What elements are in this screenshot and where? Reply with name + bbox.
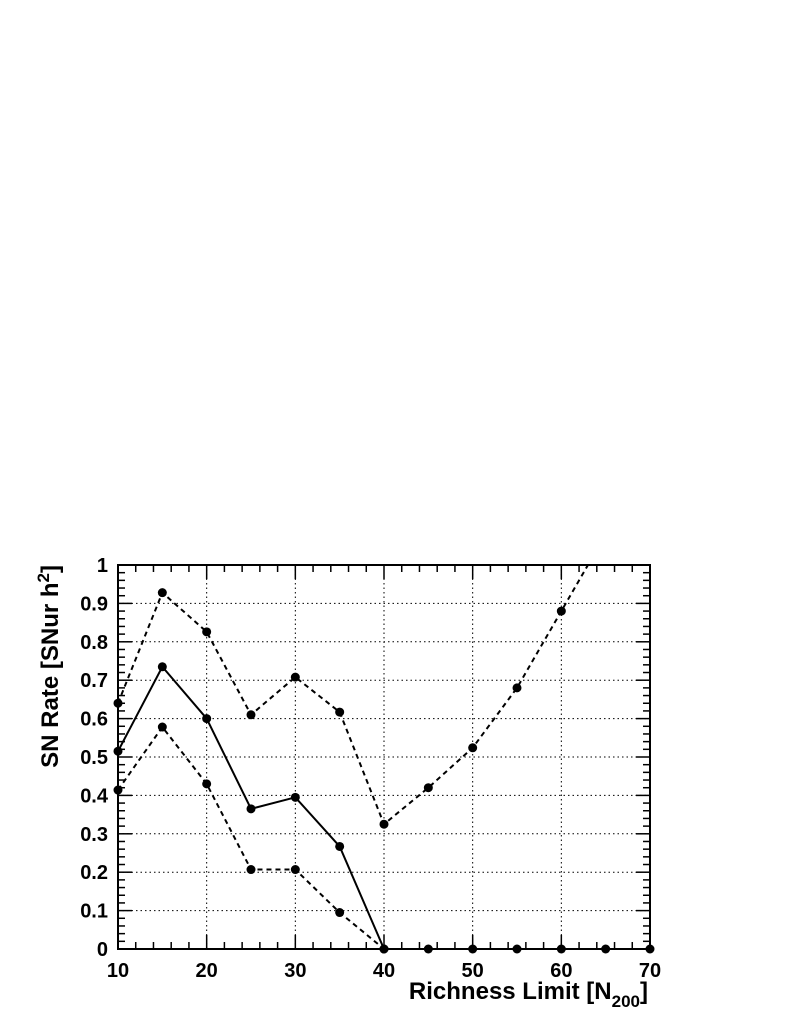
data-point [202,714,212,724]
y-tick-label: 0.4 [80,785,109,807]
data-point [290,865,300,875]
data-point [246,804,256,814]
data-point [512,683,522,693]
y-tick-label: 0.7 [80,670,108,692]
x-tick-label: 10 [107,960,129,982]
grid [118,565,650,949]
axis-ticks [117,564,651,950]
y-tick-label: 0.2 [80,862,108,884]
data-point [423,783,433,793]
series-line-3 [118,725,650,949]
x-tick-label: 50 [462,960,484,982]
data-point [335,841,345,851]
data-point [246,710,256,720]
y-axis-title: SN Rate [SNur h2] [34,565,64,768]
series-line-2 [118,565,589,826]
y-tick-label: 1 [97,555,108,577]
x-tick-label: 20 [196,960,218,982]
data-point [290,672,300,682]
data-point [157,722,167,732]
data-point [335,908,345,918]
x-tick-label: 30 [284,960,306,982]
y-tick-label: 0.9 [80,593,108,615]
data-point [157,662,167,672]
y-tick-label: 0.6 [80,709,108,731]
y-tick-label: 0.3 [80,824,108,846]
data-point [246,865,256,875]
data-point [556,606,566,616]
x-axis-title: Richness Limit [N200] [409,978,648,1011]
data-point [157,588,167,598]
data-point [202,627,212,637]
data-point [335,707,345,717]
y-tick-label: 0 [97,939,108,961]
data-point [202,779,212,789]
y-tick-label: 0.5 [80,747,108,769]
x-tick-label: 60 [550,960,572,982]
tick-labels: 10 20 30 40 50 60 70 0 0.1 0.2 0.3 0.4 0.5 0.6 0.7 0.8 0… [80,555,661,982]
data-point [379,819,389,829]
data-point [290,792,300,802]
x-tick-label: 40 [373,960,395,982]
x-tick-label: 70 [639,960,661,982]
y-tick-label: 0.1 [80,901,108,923]
y-tick-label: 0.8 [80,632,108,654]
data-point [468,743,478,753]
